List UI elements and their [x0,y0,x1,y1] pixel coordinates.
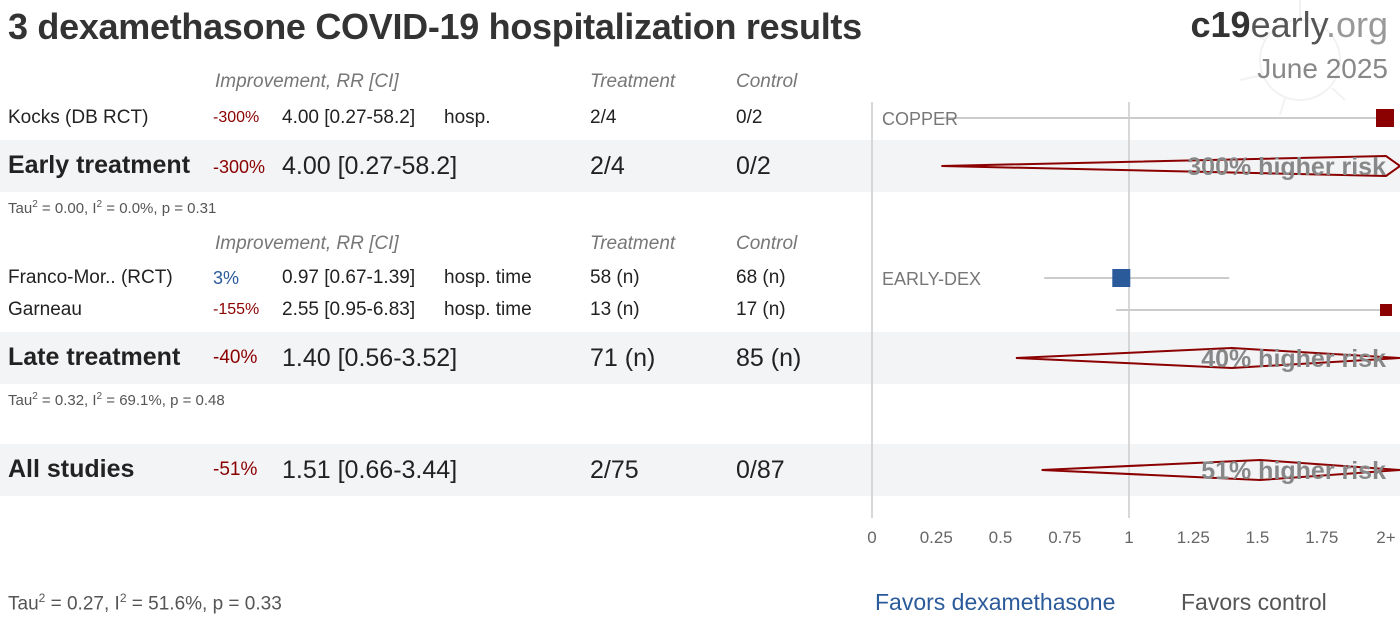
study-name: Kocks (DB RCT) [8,107,149,128]
publication-date: June 2025 [1257,53,1388,84]
brand-logo: c19early.org [1190,4,1388,45]
axis-tick-label: 1 [1124,528,1133,547]
pooled-diamond [1041,458,1400,482]
study-control: 0/2 [736,107,763,128]
group-improvement: -300% [213,157,266,177]
group-treatment: 2/4 [590,152,625,180]
all-studies-band [0,444,1400,496]
group-name: All studies [8,455,135,483]
effect-marker [1376,109,1394,127]
group-name: Early treatment [8,151,191,179]
pooled-diamond [1015,346,1400,370]
axis-tick-label: 0 [867,528,876,547]
axis-tick-label: 0.5 [989,528,1013,547]
axis-tick-label: 1.5 [1246,528,1270,547]
study-control: 68 (n) [736,267,786,288]
study-improvement: -155% [213,301,260,318]
favors-control-label: Favors control [1181,589,1327,615]
group-control: 0/87 [736,456,785,484]
group-control: 85 (n) [736,344,802,372]
group-control: 0/2 [736,152,771,180]
effect-marker [1112,269,1131,287]
axis-tick-label: 1.75 [1305,528,1338,547]
study-rr: 4.00 [0.27-58.2] [282,107,416,128]
study-rr: 0.97 [0.67-1.39] [282,267,416,288]
study-rr: 2.55 [0.95-6.83] [282,299,416,320]
study-name: Garneau [8,299,82,320]
group-heterogeneity: Tau2 = 0.00, I2 = 0.0%, p = 0.31 [8,199,217,217]
study-treatment: 13 (n) [590,299,640,320]
favors-treatment-label: Favors dexamethasone [875,589,1116,615]
chart-title: 3 dexamethasone COVID-19 hospitalization… [8,6,862,47]
early-treatment-band [0,140,1400,192]
header-improvement-2: Improvement, RR [CI] [215,233,399,254]
study-treatment: 2/4 [590,107,617,128]
header-control-2: Control [736,233,798,254]
group-heterogeneity: Tau2 = 0.32, I2 = 69.1%, p = 0.48 [8,391,225,409]
header-treatment-2: Treatment [590,233,676,254]
study-improvement: -300% [213,109,260,126]
pooled-diamond [941,154,1400,178]
study-improvement: 3% [213,268,240,288]
study-outcome: hosp. [444,107,491,128]
study-outcome: hosp. time [444,299,532,320]
trial-name-label: EARLY-DEX [882,269,981,289]
overall-heterogeneity: Tau2 = 0.27, I2 = 51.6%, p = 0.33 [8,591,282,615]
axis-tick-label: 0.75 [1048,528,1081,547]
group-rr: 4.00 [0.27-58.2] [282,152,458,180]
axis-tick-label: 1.25 [1177,528,1210,547]
group-rr: 1.40 [0.56-3.52] [282,344,458,372]
group-treatment: 71 (n) [590,344,656,372]
header-improvement: Improvement, RR [CI] [215,71,399,92]
group-treatment: 2/75 [590,456,639,484]
pooled-effect-label: 40% higher risk [1201,345,1386,373]
trial-name-label: COPPER [882,109,958,129]
group-rr: 1.51 [0.66-3.44] [282,456,458,484]
header-treatment: Treatment [590,71,676,92]
study-name: Franco-Mor.. (RCT) [8,267,173,288]
study-outcome: hosp. time [444,267,532,288]
pooled-effect-label: 300% higher risk [1187,153,1386,181]
study-treatment: 58 (n) [590,267,640,288]
axis-tick-label: 2+ [1376,528,1395,547]
header-control: Control [736,71,798,92]
axis-tick-label: 0.25 [920,528,953,547]
pooled-effect-label: 51% higher risk [1201,457,1386,485]
late-treatment-band [0,332,1400,384]
group-improvement: -40% [213,347,258,368]
study-control: 17 (n) [736,299,786,320]
group-name: Late treatment [8,343,181,371]
group-improvement: -51% [213,459,258,480]
effect-marker [1380,304,1392,316]
